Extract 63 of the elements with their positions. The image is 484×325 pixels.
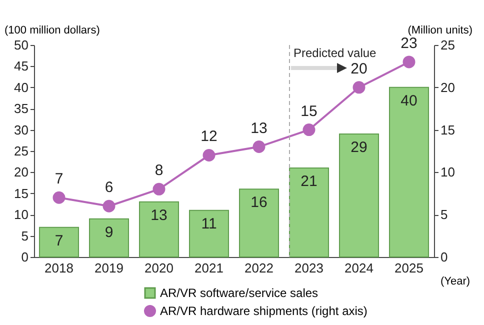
data-label: 13 xyxy=(150,206,168,224)
y-tick-label: 35 xyxy=(14,101,28,116)
data-label: 7 xyxy=(54,232,64,250)
bar xyxy=(239,188,279,258)
y2-tick-label: 15 xyxy=(440,122,455,138)
y2-tick-label: 10 xyxy=(440,164,455,180)
bar xyxy=(289,167,329,258)
data-label: 9 xyxy=(104,224,114,241)
x-tick-label: 2019 xyxy=(94,260,124,276)
y-axis-title: (100 million dollars) xyxy=(4,24,100,36)
y-tick-label: 50 xyxy=(14,38,28,52)
legend-label: AR/VR software/service sales xyxy=(160,286,318,300)
x-tick-label: 2025 xyxy=(394,260,424,276)
data-label: 12 xyxy=(200,128,218,146)
point xyxy=(252,140,266,153)
data-label: 11 xyxy=(201,215,217,232)
x-axis-title: (Year) xyxy=(440,276,470,288)
y2-axis-title: (Million units) xyxy=(408,24,472,36)
legend-label: AR/VR hardware shipments (right axis) xyxy=(160,304,368,318)
data-label: 29 xyxy=(350,139,368,156)
point xyxy=(152,182,166,196)
x-tick-label: 2024 xyxy=(344,260,374,276)
y-tick-label: 15 xyxy=(14,186,28,201)
point xyxy=(52,191,66,204)
data-label: 7 xyxy=(54,170,64,188)
data-label: 21 xyxy=(300,172,318,190)
y-tick-label: 30 xyxy=(14,122,28,138)
data-label: 13 xyxy=(250,120,268,137)
x-tick-label: 2022 xyxy=(244,260,274,276)
x-tick-label: 2018 xyxy=(44,260,74,276)
y-tick-label: 40 xyxy=(14,80,28,95)
y-tick-label: 0 xyxy=(21,250,28,264)
x-tick-label: 2020 xyxy=(144,260,174,276)
data-label: 20 xyxy=(350,60,368,78)
x-tick-label: 2021 xyxy=(194,260,224,276)
bar xyxy=(189,210,229,258)
bar xyxy=(39,226,79,258)
y2-tick-label: 20 xyxy=(440,80,455,95)
bar xyxy=(339,134,379,258)
y-tick-label: 5 xyxy=(21,228,28,244)
point xyxy=(352,81,366,94)
data-label: 16 xyxy=(250,194,268,212)
point xyxy=(102,200,116,212)
y2-tick-label: 0 xyxy=(440,250,448,264)
y-tick-label: 45 xyxy=(14,58,28,74)
y-tick-label: 20 xyxy=(14,164,28,180)
data-label: 8 xyxy=(154,162,164,180)
y2-tick-label: 25 xyxy=(440,38,455,52)
ref-line-label: Predicted value xyxy=(294,46,377,60)
y2-tick-label: 5 xyxy=(440,207,448,222)
data-label: 23 xyxy=(400,34,418,52)
bar xyxy=(139,201,179,258)
point xyxy=(302,124,316,136)
y-tick-label: 10 xyxy=(14,207,28,222)
data-label: 6 xyxy=(104,179,114,196)
point xyxy=(202,149,216,162)
data-label: 15 xyxy=(300,102,318,120)
data-label: 40 xyxy=(400,92,418,110)
x-tick-label: 2023 xyxy=(294,260,324,276)
point xyxy=(402,56,416,68)
bar xyxy=(89,218,129,258)
y-tick-label: 25 xyxy=(14,144,28,158)
bar xyxy=(389,86,429,258)
